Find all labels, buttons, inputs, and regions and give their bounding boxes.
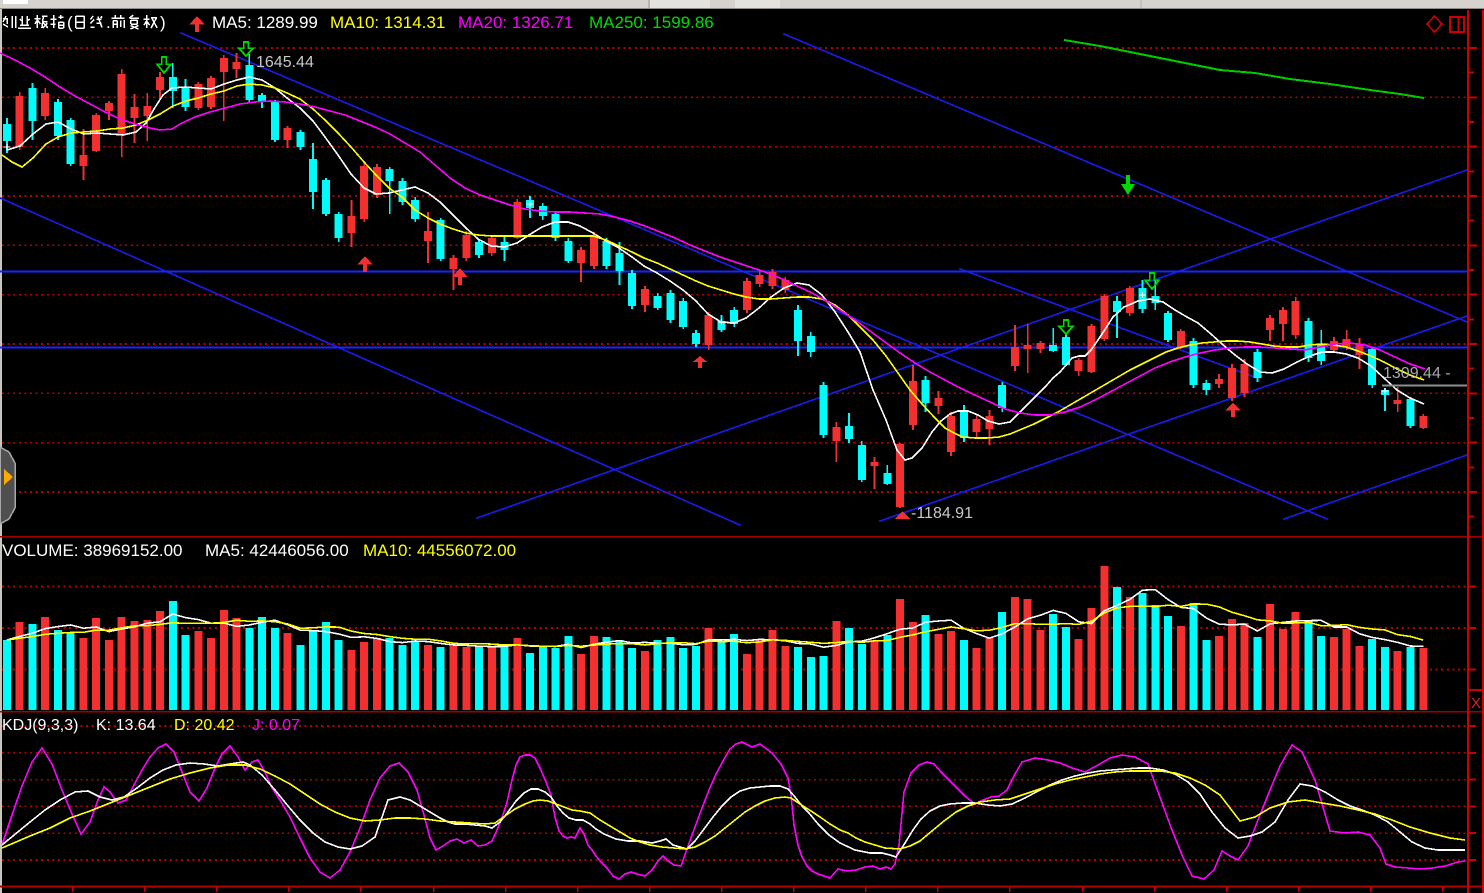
svg-text:.: . xyxy=(106,13,111,32)
svg-text:D: 20.42: D: 20.42 xyxy=(174,717,235,734)
svg-text:): ) xyxy=(160,13,166,32)
svg-text:MA250: 1599.86: MA250: 1599.86 xyxy=(589,13,714,32)
svg-text:MA10: 1314.31: MA10: 1314.31 xyxy=(330,13,445,32)
svg-text:K: 13.64: K: 13.64 xyxy=(96,717,156,734)
svg-text:VOLUME: 38969152.00: VOLUME: 38969152.00 xyxy=(2,541,183,560)
svg-text:X: X xyxy=(1471,695,1481,712)
svg-text:MA5: 42446056.00: MA5: 42446056.00 xyxy=(205,541,349,560)
svg-text:KDJ(9,3,3): KDJ(9,3,3) xyxy=(2,717,78,734)
svg-text:1309.44 -: 1309.44 - xyxy=(1383,365,1451,382)
svg-text:-1184.91: -1184.91 xyxy=(911,505,973,522)
svg-text:(: ( xyxy=(67,13,73,32)
svg-text:J: 0.07: J: 0.07 xyxy=(252,717,300,734)
svg-text:1645.44: 1645.44 xyxy=(256,54,314,71)
svg-text:MA5: 1289.99: MA5: 1289.99 xyxy=(212,13,318,32)
svg-text:MA20: 1326.71: MA20: 1326.71 xyxy=(458,13,573,32)
svg-text:MA10: 44556072.00: MA10: 44556072.00 xyxy=(363,541,516,560)
